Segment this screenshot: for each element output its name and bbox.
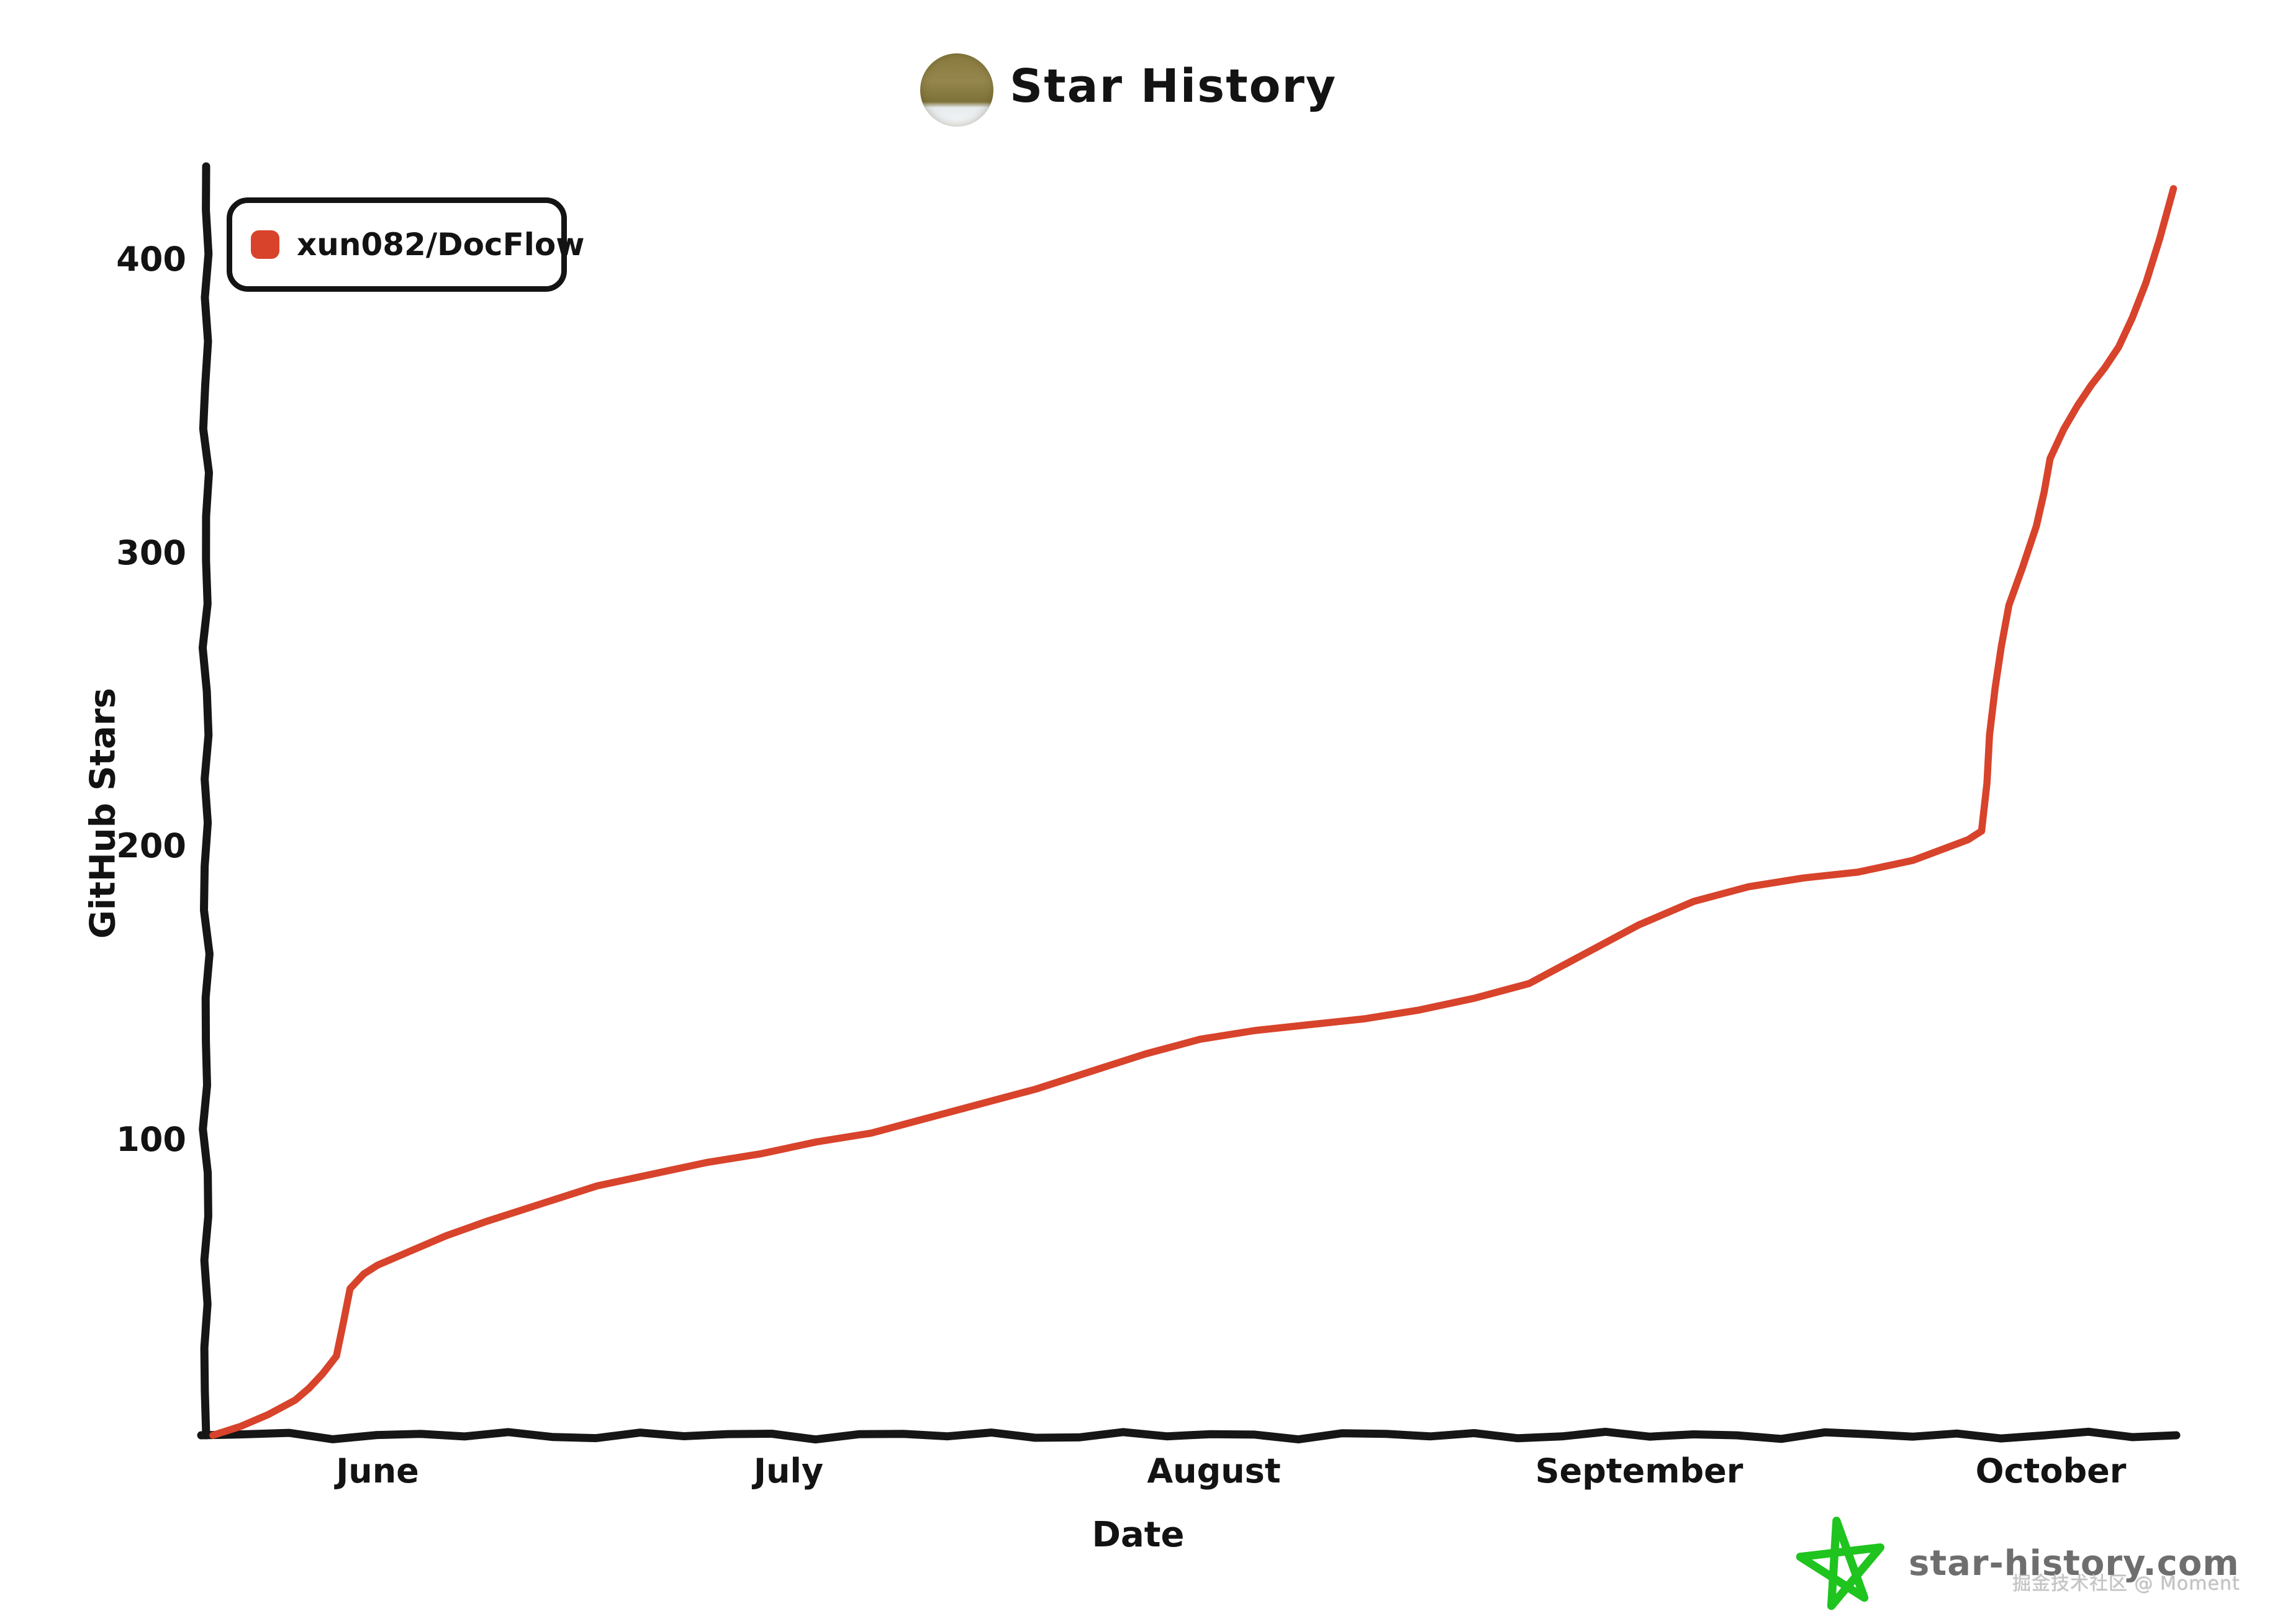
x-axis-title: Date	[1092, 1515, 1185, 1555]
x-tick-label: July	[753, 1451, 824, 1491]
brand-star-icon	[1796, 1517, 1885, 1610]
y-tick-label: 100	[116, 1119, 186, 1159]
legend-box: xun082/DocFlow	[227, 197, 584, 292]
watermark-text: 掘金技术社区 @ Moment	[2012, 1573, 2240, 1595]
brand-link[interactable]: star-history.com	[1909, 1543, 2240, 1584]
y-axis-title: GitHub Stars	[83, 687, 124, 939]
x-tick-label: October	[1975, 1451, 2127, 1491]
brand-badge[interactable]: star-history.com	[1794, 1513, 2240, 1613]
legend-label: xun082/DocFlow	[297, 227, 585, 263]
x-tick-label: June	[336, 1451, 419, 1491]
y-tick-label: 300	[116, 533, 186, 572]
series-line-docflow	[209, 185, 2178, 1439]
x-axis-line	[197, 1427, 2181, 1444]
page-title: Star History	[1010, 60, 1337, 113]
legend-marker-icon	[251, 230, 279, 259]
x-tick-label: September	[1535, 1451, 1744, 1491]
y-tick-label: 400	[116, 240, 186, 279]
y-tick-label: 200	[116, 826, 186, 865]
star-history-logo-icon	[920, 53, 993, 127]
y-axis-line	[198, 162, 214, 1440]
x-tick-label: August	[1147, 1451, 1281, 1491]
